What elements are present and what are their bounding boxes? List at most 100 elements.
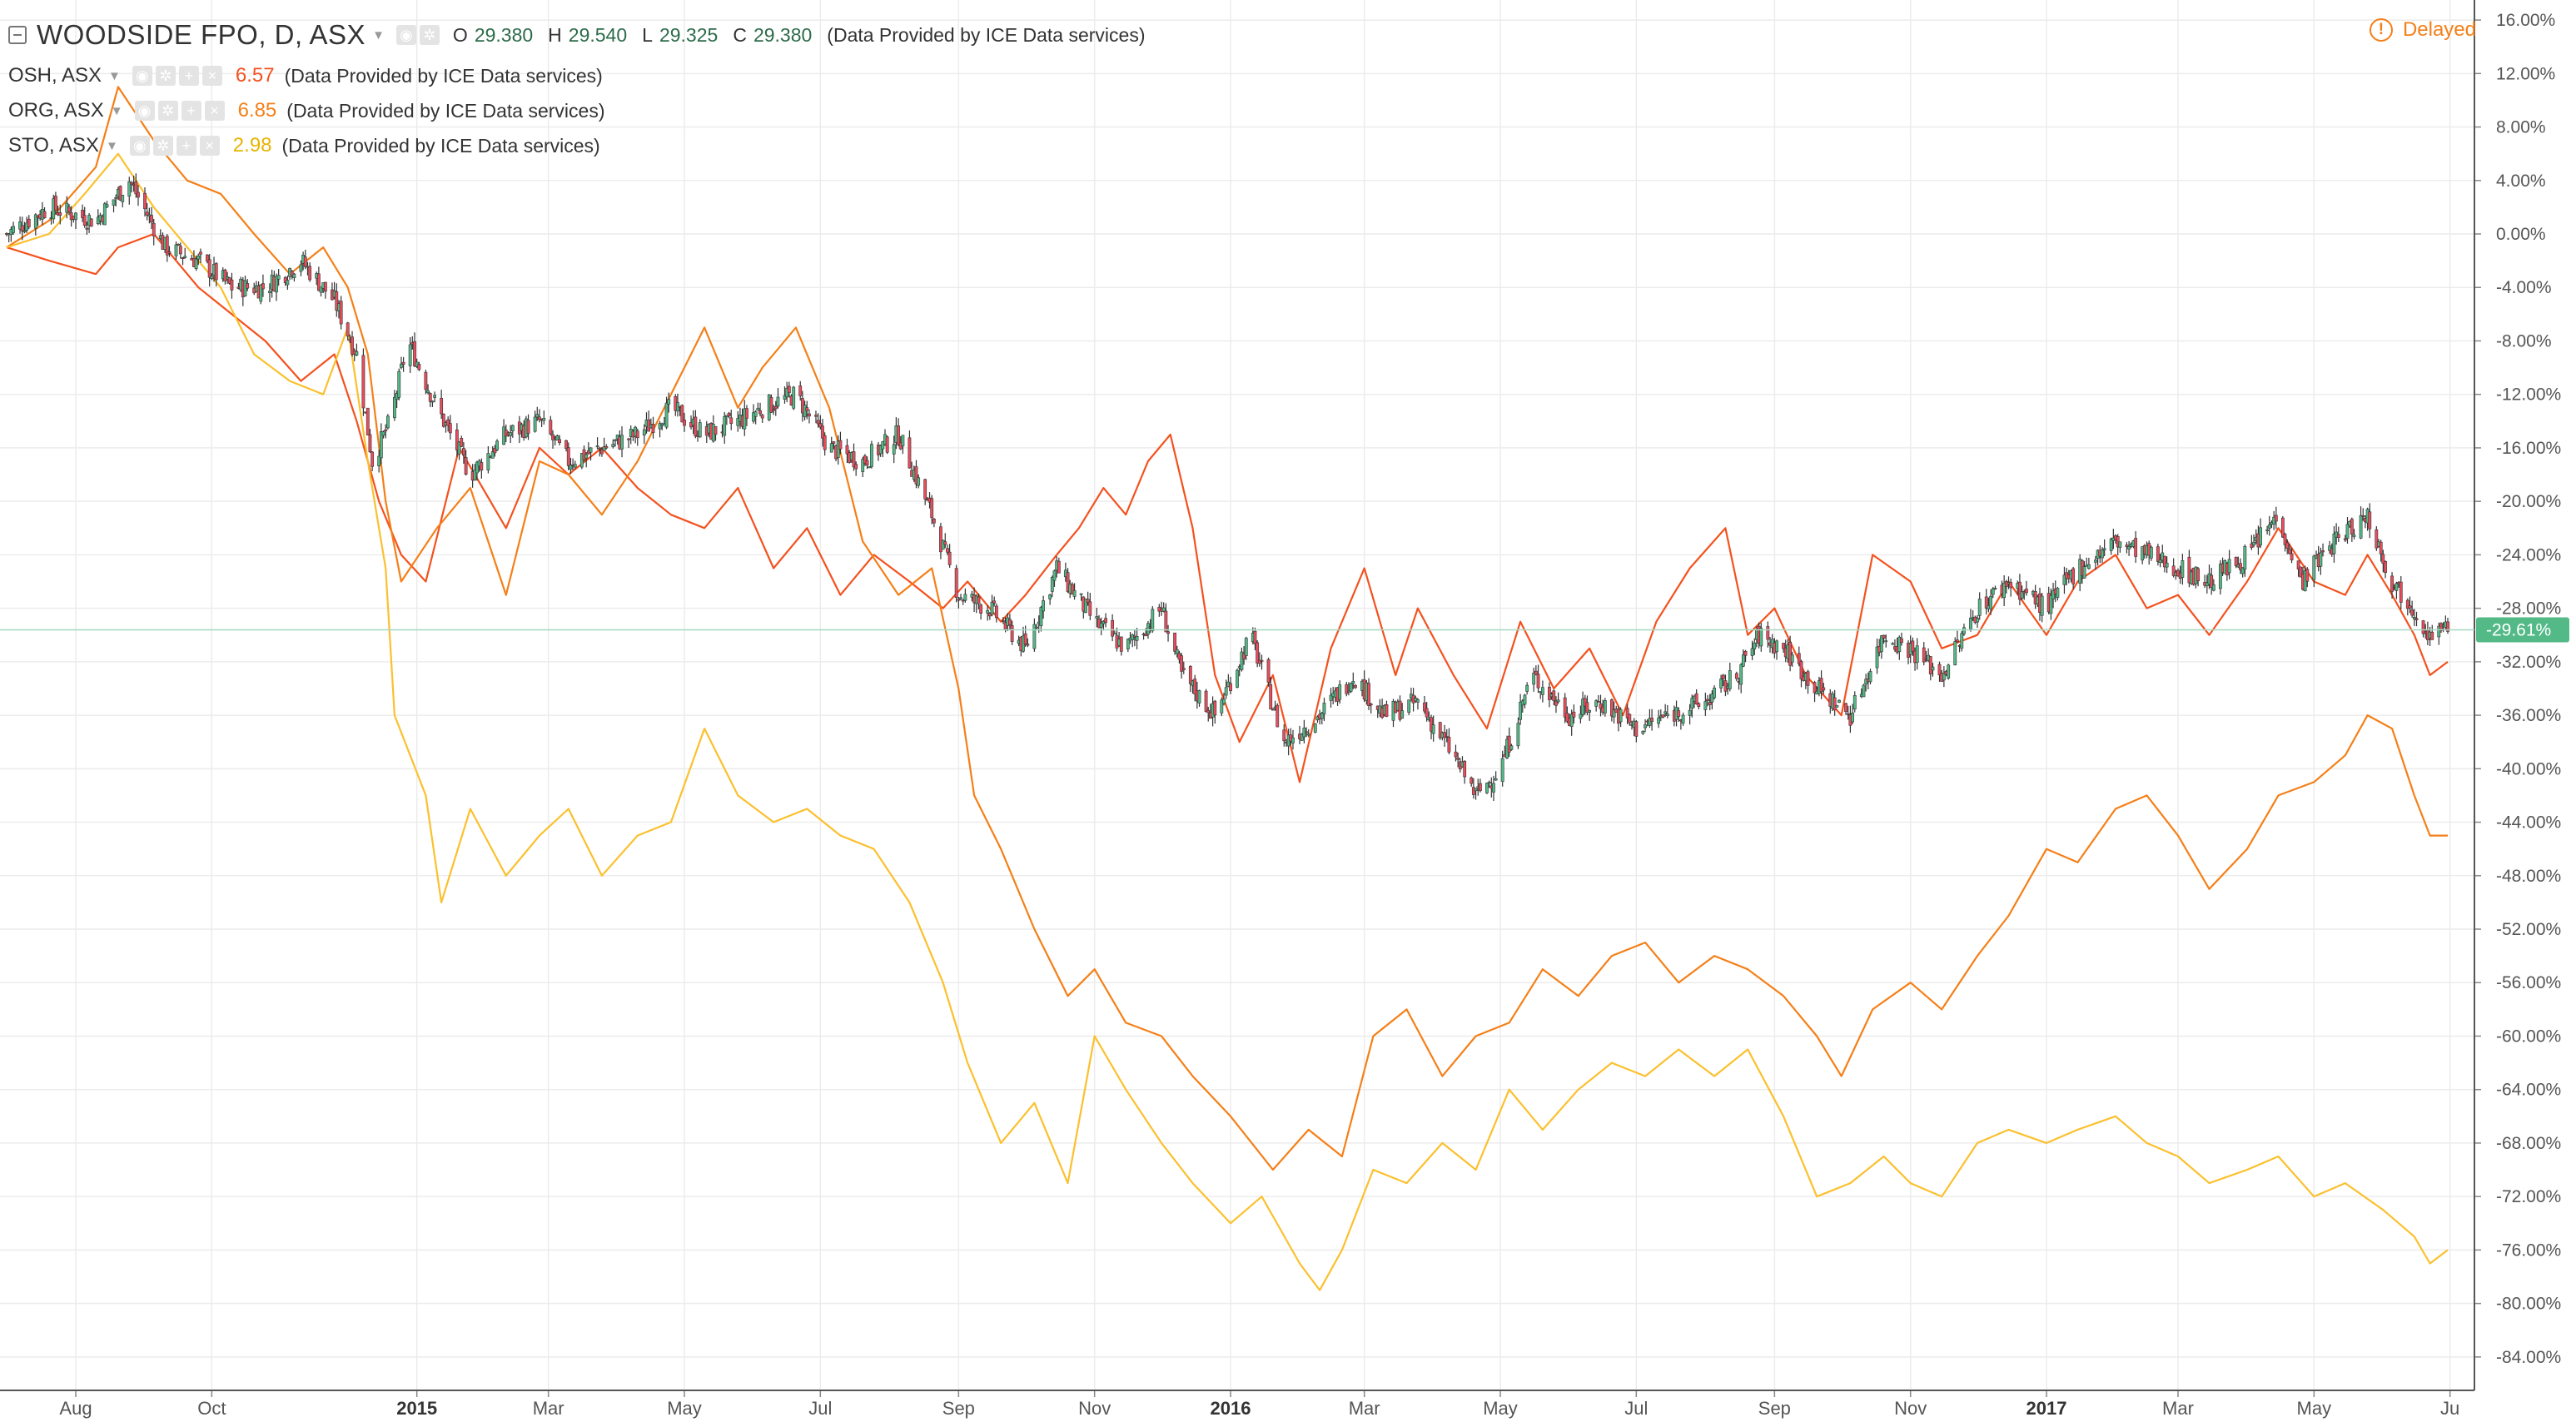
candlestick <box>457 440 461 460</box>
x-tick-label: Jul <box>808 1398 832 1419</box>
candlestick <box>1181 661 1186 674</box>
candlestick <box>1438 721 1442 740</box>
candlestick <box>863 454 867 466</box>
candlestick <box>246 279 250 291</box>
candlestick <box>683 412 686 432</box>
chevron-down-icon[interactable]: ▼ <box>110 103 123 118</box>
candlestick <box>1708 694 1712 711</box>
candlestick <box>1882 634 1886 644</box>
candlestick <box>1710 690 1714 710</box>
candlestick <box>2296 560 2300 577</box>
close-icon[interactable]: × <box>201 66 222 86</box>
candlestick <box>792 385 796 410</box>
candlestick <box>1937 661 1942 682</box>
gear-icon[interactable]: ✲ <box>152 136 173 156</box>
plus-icon[interactable]: + <box>178 66 199 86</box>
candlestick <box>1257 652 1261 667</box>
candlestick <box>286 275 290 291</box>
candlestick <box>1688 704 1692 725</box>
candlestick <box>642 424 646 445</box>
close-icon[interactable]: × <box>199 136 220 156</box>
delayed-indicator[interactable]: ! Delayed <box>2369 18 2476 42</box>
candlestick <box>379 423 383 465</box>
candlestick <box>324 281 327 299</box>
candlestick <box>2082 560 2086 579</box>
compare-symbol-osh[interactable]: OSH, ASX <box>8 64 102 87</box>
candlestick <box>1431 715 1435 742</box>
main-symbol-title[interactable]: WOODSIDE FPO, D, ASX <box>37 19 366 50</box>
candlestick <box>2361 508 2365 521</box>
eye-icon[interactable]: ◉ <box>395 25 416 45</box>
candlestick <box>81 204 84 222</box>
y-tick-label: -56.00% <box>2496 973 2561 992</box>
eye-icon[interactable]: ◉ <box>129 136 150 156</box>
candlestick <box>1891 642 1895 645</box>
candlestick <box>723 411 727 445</box>
candlestick <box>1713 685 1716 700</box>
chevron-down-icon[interactable]: ▼ <box>105 138 118 153</box>
y-tick-label: -20.00% <box>2496 492 2561 511</box>
candlestick <box>2227 549 2231 579</box>
candlestick <box>1928 655 1932 681</box>
candlestick <box>2410 600 2414 618</box>
x-tick-label: 2016 <box>1211 1398 1251 1419</box>
candlestick <box>1835 704 1839 708</box>
gear-icon[interactable]: ✲ <box>157 101 178 121</box>
candlestick <box>486 445 490 474</box>
candlestick <box>1430 714 1433 740</box>
candlestick <box>441 413 445 428</box>
candlestick <box>2381 549 2385 573</box>
compare-symbol-org[interactable]: ORG, ASX <box>8 99 104 122</box>
close-icon[interactable]: × <box>204 101 225 121</box>
candlestick <box>1166 624 1170 642</box>
candlestick <box>1556 692 1560 704</box>
candlestick <box>259 284 263 305</box>
candlestick <box>493 445 497 457</box>
candlestick <box>366 407 370 435</box>
chevron-down-icon[interactable]: ▼ <box>372 27 385 42</box>
candlestick <box>2405 598 2409 616</box>
eye-icon[interactable]: ◉ <box>134 101 155 121</box>
gear-icon[interactable]: ✲ <box>419 25 440 45</box>
chevron-down-icon[interactable]: ▼ <box>108 68 121 83</box>
candlestick <box>772 404 776 415</box>
candlestick <box>2158 554 2162 568</box>
y-tick-label: 4.00% <box>2496 172 2546 191</box>
candlestick <box>752 404 755 424</box>
candlestick <box>694 410 698 439</box>
main-series-legend: WOODSIDE FPO, D, ASX ▼ ◉ ✲ O 29.380 H 29… <box>8 12 1146 58</box>
candlestick <box>584 451 589 468</box>
candlestick <box>2165 556 2169 574</box>
candlestick <box>490 445 495 459</box>
compare-value-org: 6.85 <box>237 99 277 122</box>
candlestick <box>829 436 833 453</box>
compare-symbol-sto[interactable]: STO, ASX <box>8 134 99 157</box>
candlestick <box>2421 619 2425 638</box>
y-tick-label: -80.00% <box>2496 1295 2561 1314</box>
candlestick <box>2259 518 2262 549</box>
plus-icon[interactable]: + <box>181 101 201 121</box>
y-tick-label: -8.00% <box>2496 331 2552 351</box>
candlestick <box>299 260 303 276</box>
candlestick <box>308 262 312 282</box>
gear-icon[interactable]: ✲ <box>155 66 176 86</box>
candlestick <box>727 411 731 419</box>
candlestick <box>1525 682 1529 695</box>
candlestick <box>165 234 169 262</box>
plus-icon[interactable]: + <box>176 136 196 156</box>
collapse-box-icon[interactable] <box>8 26 27 44</box>
candlestick <box>1532 667 1536 692</box>
candlestick <box>2049 588 2053 620</box>
eye-icon[interactable]: ◉ <box>132 66 152 86</box>
candlestick <box>1026 638 1030 648</box>
candlestick <box>2345 517 2350 544</box>
candlestick <box>1494 771 1498 781</box>
candlestick <box>85 221 89 235</box>
candlestick <box>579 453 584 470</box>
close-value: 29.380 <box>753 23 813 46</box>
candlestick <box>1947 664 1951 680</box>
candlestick <box>1565 706 1569 723</box>
candlestick <box>1242 646 1246 665</box>
